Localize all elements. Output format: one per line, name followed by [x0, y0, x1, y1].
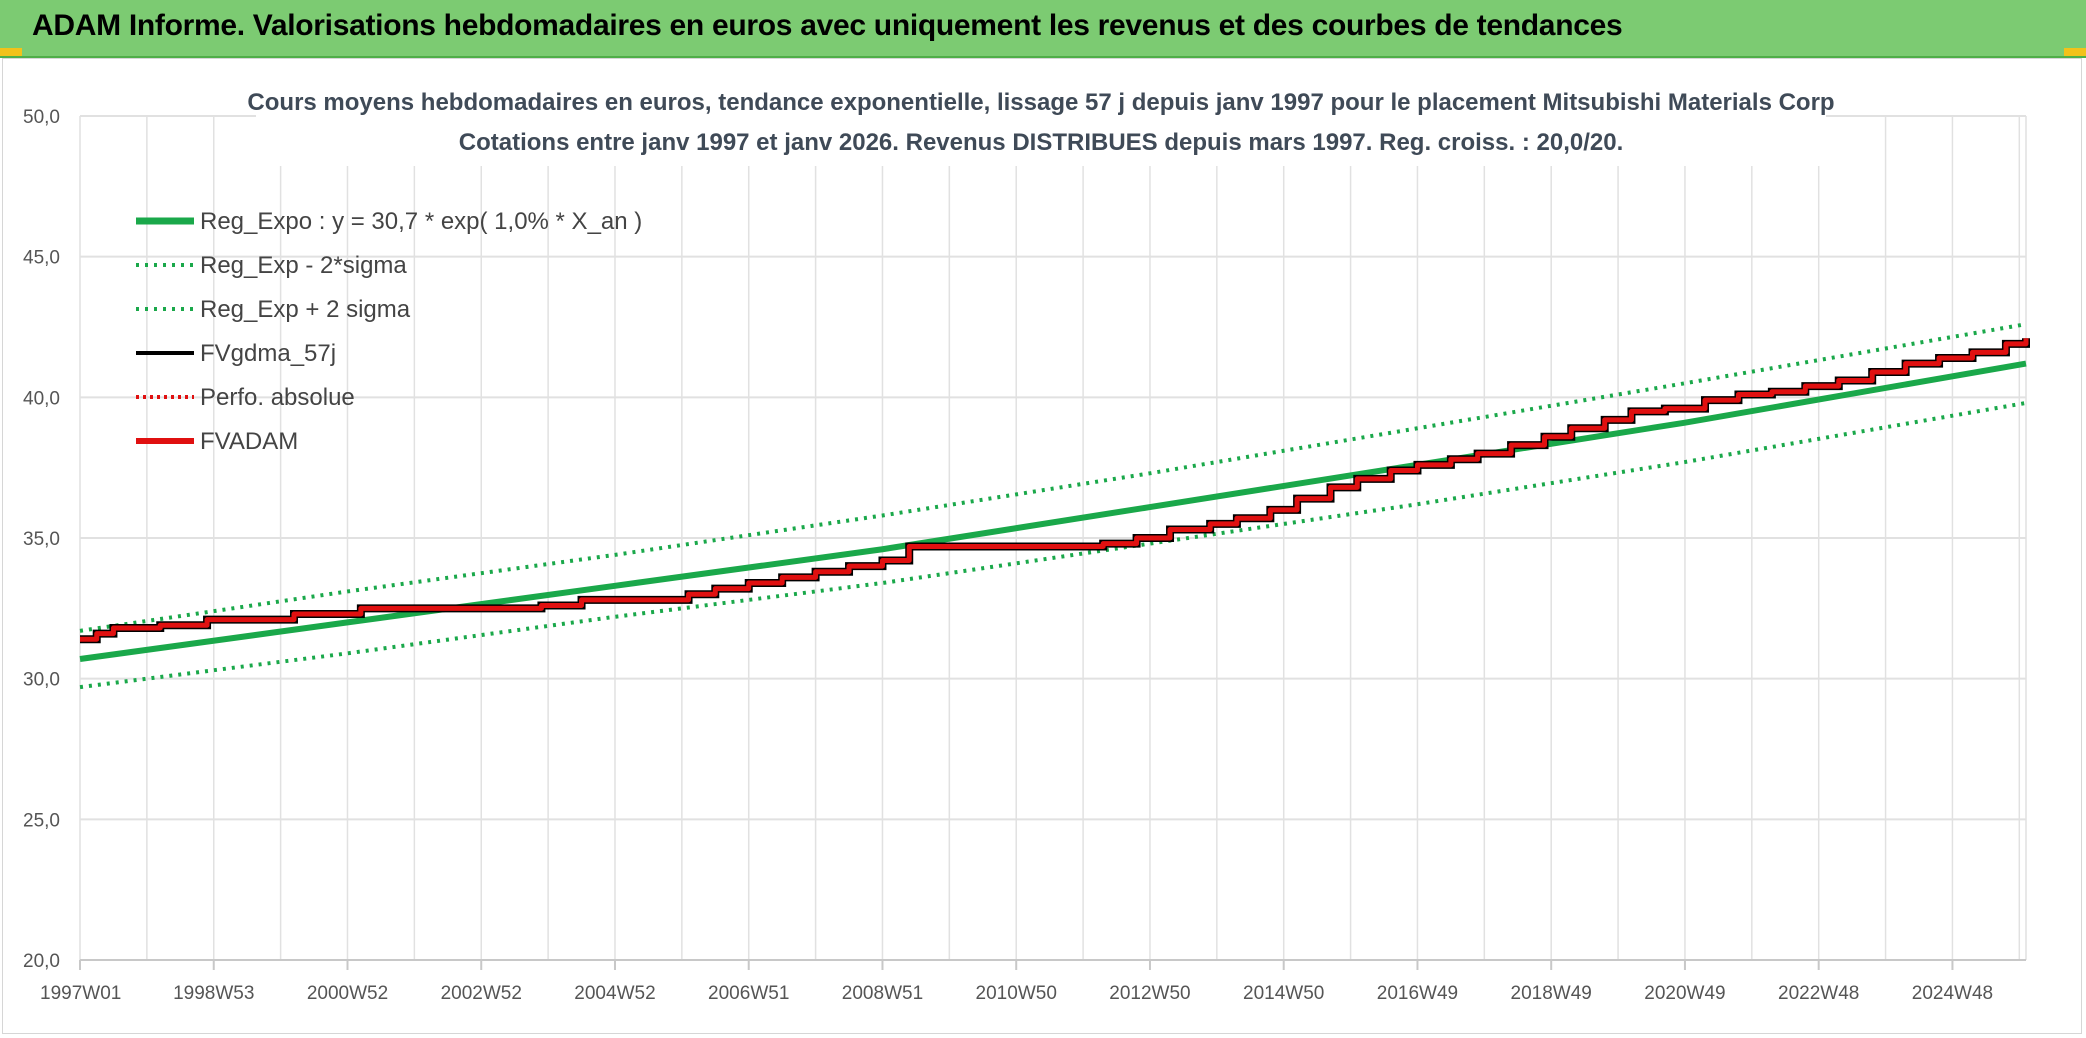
y-tick-label: 50,0 — [23, 107, 60, 128]
x-tick-label: 1997W01 — [40, 983, 121, 1004]
legend-label: FVADAM — [200, 428, 298, 455]
x-tick-label: 2020W49 — [1644, 983, 1725, 1004]
series-line-5 — [80, 338, 2029, 642]
series-layer — [79, 322, 2030, 690]
legend-label: Reg_Expo : y = 30,7 * exp( 1,0% * X_an ) — [200, 208, 642, 235]
x-tick-label: 2004W52 — [574, 983, 655, 1004]
y-tick-label: 45,0 — [23, 248, 60, 269]
x-tick-label: 2022W48 — [1778, 983, 1859, 1004]
legend-label: Perfo. absolue — [200, 384, 355, 411]
x-tick-label: 2006W51 — [708, 983, 789, 1004]
y-tick-label: 35,0 — [23, 529, 60, 550]
corner-mark-left — [0, 48, 22, 56]
series-line-0 — [79, 360, 2027, 662]
x-tick-label: 2010W50 — [976, 983, 1057, 1004]
legend-label: Reg_Exp - 2*sigma — [200, 252, 407, 279]
title-layer: Cours moyens hebdomadaires en euros, ten… — [247, 84, 1835, 166]
y-tick-label: 20,0 — [23, 951, 60, 972]
x-tick-label: 2008W51 — [842, 983, 923, 1004]
y-tick-label: 40,0 — [23, 388, 60, 409]
corner-mark-right — [2064, 48, 2086, 56]
x-tick-label: 2014W50 — [1243, 983, 1324, 1004]
legend-label: FVgdma_57j — [200, 340, 336, 367]
x-tick-label: 2002W52 — [441, 983, 522, 1004]
x-tick-label: 2012W50 — [1109, 983, 1190, 1004]
series-line-1 — [79, 400, 2027, 690]
chart-subtitle: Cotations entre janv 1997 et janv 2026. … — [459, 129, 1624, 156]
series-line-2 — [79, 322, 2027, 633]
y-tick-label: 30,0 — [23, 670, 60, 691]
report-title: ADAM Informe. Valorisations hebdomadaire… — [32, 9, 1623, 42]
legend: Reg_Expo : y = 30,7 * exp( 1,0% * X_an )… — [136, 208, 642, 455]
chart-title: Cours moyens hebdomadaires en euros, ten… — [247, 89, 1834, 116]
report-banner: ADAM Informe. Valorisations hebdomadaire… — [0, 0, 2086, 58]
chart-frame — [2, 58, 2082, 1034]
x-tick-label: 2016W49 — [1377, 983, 1458, 1004]
x-tick-label: 2000W52 — [307, 983, 388, 1004]
axis-layer: 20,0 25,0 30,0 35,0 40,0 45,0 50,0 1997W01 1998W… — [23, 107, 2026, 1004]
x-tick-label: 2024W48 — [1912, 983, 1993, 1004]
legend-label: Reg_Exp + 2 sigma — [200, 296, 411, 323]
grid-layer — [79, 115, 2027, 961]
x-tick-label: 1998W53 — [173, 983, 254, 1004]
y-tick-label: 25,0 — [23, 810, 60, 831]
x-tick-label: 2018W49 — [1511, 983, 1592, 1004]
